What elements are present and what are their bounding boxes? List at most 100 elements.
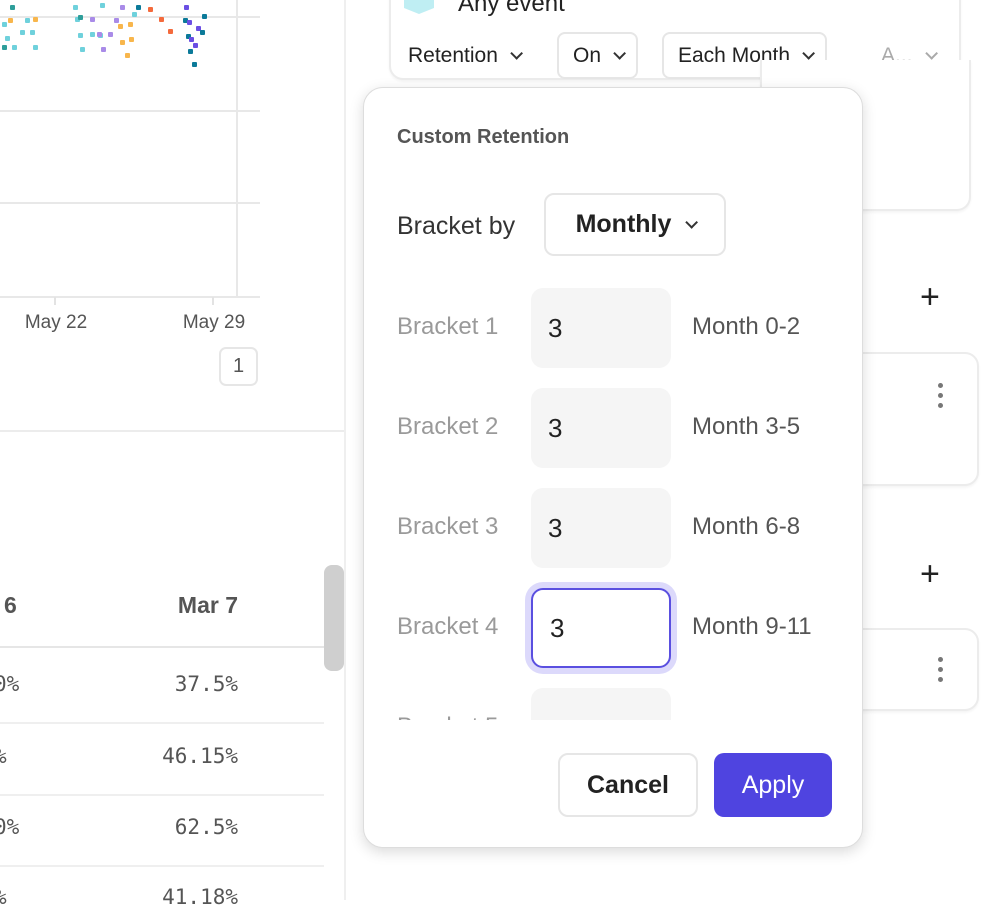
column-header: 6 [4,592,17,618]
table-cell: 0% [0,672,20,696]
x-tick [54,297,56,305]
panel-divider [344,0,346,900]
bracket-range: Month 3-5 [692,413,801,440]
on-dropdown[interactable]: On [557,32,639,79]
x-tick [212,297,214,305]
scatter-point [25,18,30,23]
dropdown-value: Monthly [575,210,672,238]
row-divider [0,722,324,724]
bracket-range: Month 0-2 [692,313,801,340]
scatter-point [78,15,83,20]
row-divider [0,865,324,867]
scatter-point [132,12,137,17]
bracket-by-label: Bracket by [397,212,516,240]
scatter-point [33,17,38,22]
scatter-point [118,24,123,29]
dropdown-label: On [573,43,602,67]
gridline [0,202,260,204]
scatter-point [129,37,134,42]
scatter-point [148,7,153,12]
scrollbar[interactable] [324,565,344,671]
header-divider [0,646,324,648]
chevron-down-icon [510,47,523,60]
scatter-point [78,33,83,38]
scatter-point [101,47,106,52]
event-icon [404,0,434,14]
event-label: Any event [458,0,565,17]
scatter-point [12,45,17,50]
bracket-label: Bracket 5 [397,713,498,720]
chart-area: May 22 May 29 1 [0,0,345,430]
table-cell: 0% [0,815,20,839]
page-number-button[interactable]: 1 [219,347,258,386]
scatter-point [120,5,125,10]
bracket-size-input[interactable] [531,588,671,668]
bracket-label: Bracket 1 [397,313,499,340]
scatter-point [193,43,198,48]
divider [0,430,345,432]
x-tick-label: May 29 [182,312,246,333]
scatter-point [114,18,119,23]
popup-title: Custom Retention [397,126,570,148]
scatter-point [196,26,201,31]
table-cell: % [0,744,7,768]
scatter-point [75,17,80,22]
scatter-point [2,22,7,27]
bracket-range: Month 9-11 [692,613,812,640]
custom-retention-popup: Custom Retention Bracket by Monthly Brac… [363,87,863,848]
retention-dropdown[interactable]: Retention [394,32,535,79]
chevron-down-icon [802,47,816,60]
add-icon[interactable]: + [920,555,940,593]
scatter-point [159,17,164,22]
scatter-point [73,5,78,10]
x-tick-label: May 22 [24,312,88,333]
add-icon[interactable]: + [920,278,940,316]
scatter-point [30,30,35,35]
scatter-point [5,36,10,41]
scatter-point [192,62,197,67]
bracket-by-dropdown[interactable]: Monthly [544,193,726,256]
scatter-point [108,32,113,37]
scatter-point [80,47,85,52]
scatter-point [8,18,13,23]
table-cell: 37.5% [174,672,238,696]
scatter-point [187,20,192,25]
scatter-point [2,45,7,50]
scatter-point [33,45,38,50]
scatter-point [188,49,193,54]
more-options-icon[interactable] [938,657,943,662]
bracket-size-input[interactable] [531,288,671,368]
scatter-point [20,30,25,35]
bracket-range: Month 6-8 [692,513,801,540]
chevron-down-icon [924,47,938,60]
bracket-label: Bracket 4 [397,613,499,640]
scatter-point [97,32,102,37]
cancel-button[interactable]: Cancel [558,753,698,817]
table-cell: 41.18% [162,885,238,909]
gridline [0,110,260,112]
scatter-point [189,37,194,42]
bracket-size-input[interactable] [531,688,671,720]
dropdown-label: Retention [408,43,498,67]
scatter-point [200,30,205,35]
table-cell: 46.15% [162,744,238,768]
scatter-point [202,14,207,19]
bracket-label: Bracket 3 [397,513,499,540]
more-options-icon[interactable] [938,383,943,388]
scatter-point [10,5,15,10]
x-axis [0,296,260,298]
scatter-point [136,5,141,10]
scatter-point [168,29,173,34]
apply-button[interactable]: Apply [714,753,832,817]
scatter-point [183,18,188,23]
scatter-point [90,17,95,22]
table-cell: 62.5% [174,815,238,839]
table-cell: % [0,885,7,909]
scatter-point [128,22,133,27]
scatter-point [184,5,189,10]
chevron-down-icon [613,47,627,60]
column-header: Mar 7 [177,592,238,618]
bracket-size-input[interactable] [531,488,671,568]
today-line [236,0,238,297]
bracket-size-input[interactable] [531,388,671,468]
